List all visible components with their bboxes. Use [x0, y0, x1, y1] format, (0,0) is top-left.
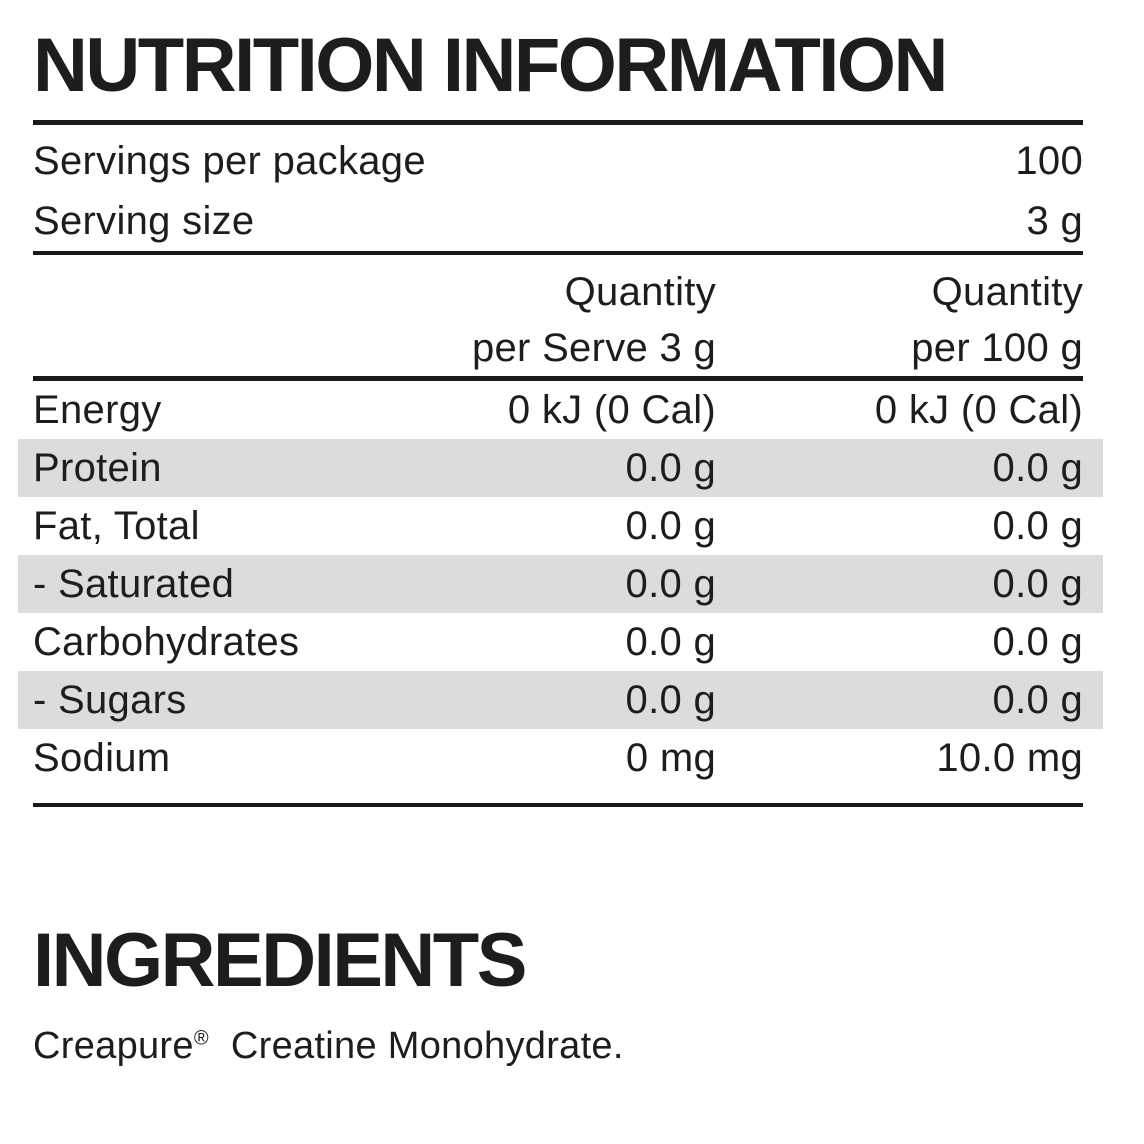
nutrient-name: - Sugars — [33, 677, 187, 722]
divider-below-serving-info — [33, 251, 1083, 255]
nutrient-per-serve-value: 0.0 g — [625, 561, 716, 606]
nutrient-per-serve-value: 0.0 g — [625, 445, 716, 490]
nutrient-per-serve-value: 0.0 g — [625, 503, 716, 548]
column-header-per-100g: Quantity per 100 g — [716, 264, 1083, 376]
nutrient-table: Energy 0 kJ (0 Cal) 0 kJ (0 Cal) Protein… — [18, 381, 1103, 787]
nutrition-panel: NUTRITION INFORMATION Servings per packa… — [18, 0, 1103, 1068]
table-row-sodium: Sodium 0 mg 10.0 mg — [33, 729, 1083, 787]
column-headers-row: Quantity per Serve 3 g Quantity per 100 … — [33, 255, 1083, 376]
column-header-spacer — [33, 264, 416, 376]
column-header-per-serve: Quantity per Serve 3 g — [416, 264, 716, 376]
divider-below-table — [33, 803, 1083, 807]
divider-below-title — [33, 120, 1083, 125]
ingredient-brand: Creapure — [33, 1025, 194, 1067]
nutrient-name: Energy — [33, 387, 162, 432]
nutrient-per-serve-value: 0 mg — [625, 735, 716, 780]
column-header-per-serve-line1: Quantity — [564, 270, 716, 314]
servings-per-package-label: Servings per package — [33, 138, 426, 183]
nutrient-per-100g-value: 0.0 g — [992, 445, 1083, 490]
nutrient-name: - Saturated — [33, 561, 235, 606]
registered-trademark-symbol: ® — [193, 1027, 209, 1050]
nutrient-per-100g-value: 0.0 g — [992, 561, 1083, 606]
table-row-energy: Energy 0 kJ (0 Cal) 0 kJ (0 Cal) — [33, 381, 1083, 439]
nutrient-per-serve-value: 0 kJ (0 Cal) — [507, 387, 716, 432]
nutrient-name: Protein — [33, 445, 162, 490]
serving-size-value: 3 g — [1026, 198, 1083, 243]
servings-per-package-value: 100 — [1015, 138, 1083, 183]
servings-per-package-row: Servings per package 100 — [33, 131, 1083, 191]
nutrient-per-100g-value: 0 kJ (0 Cal) — [874, 387, 1083, 432]
column-header-per-serve-line2: per Serve 3 g — [471, 326, 716, 370]
nutrition-title: NUTRITION INFORMATION — [33, 23, 948, 108]
table-row-protein: Protein 0.0 g 0.0 g — [18, 439, 1103, 497]
column-header-per-100g-line2: per 100 g — [911, 326, 1083, 370]
table-row-saturated: - Saturated 0.0 g 0.0 g — [18, 555, 1103, 613]
nutrient-name: Sodium — [33, 735, 171, 780]
nutrient-per-serve-value: 0.0 g — [625, 677, 716, 722]
ingredients-text: Creapure® Creatine Monohydrate. — [33, 1025, 1083, 1068]
nutrient-name: Fat, Total — [33, 503, 200, 548]
ingredients-title: INGREDIENTS — [33, 918, 527, 1003]
nutrient-per-100g-value: 0.0 g — [992, 503, 1083, 548]
nutrient-per-100g-value: 0.0 g — [992, 619, 1083, 664]
serving-info: Servings per package 100 Serving size 3 … — [33, 125, 1083, 251]
table-row-carbohydrates: Carbohydrates 0.0 g 0.0 g — [33, 613, 1083, 671]
serving-size-row: Serving size 3 g — [33, 191, 1083, 251]
table-row-fat-total: Fat, Total 0.0 g 0.0 g — [33, 497, 1083, 555]
table-row-sugars: - Sugars 0.0 g 0.0 g — [18, 671, 1103, 729]
divider-below-column-headers — [33, 376, 1083, 381]
ingredient-name: Creatine Monohydrate. — [230, 1025, 624, 1067]
nutrient-per-serve-value: 0.0 g — [625, 619, 716, 664]
serving-size-label: Serving size — [33, 198, 255, 243]
nutrient-name: Carbohydrates — [33, 619, 300, 664]
nutrient-per-100g-value: 0.0 g — [992, 677, 1083, 722]
column-header-per-100g-line1: Quantity — [931, 270, 1083, 314]
nutrient-per-100g-value: 10.0 mg — [936, 735, 1083, 780]
